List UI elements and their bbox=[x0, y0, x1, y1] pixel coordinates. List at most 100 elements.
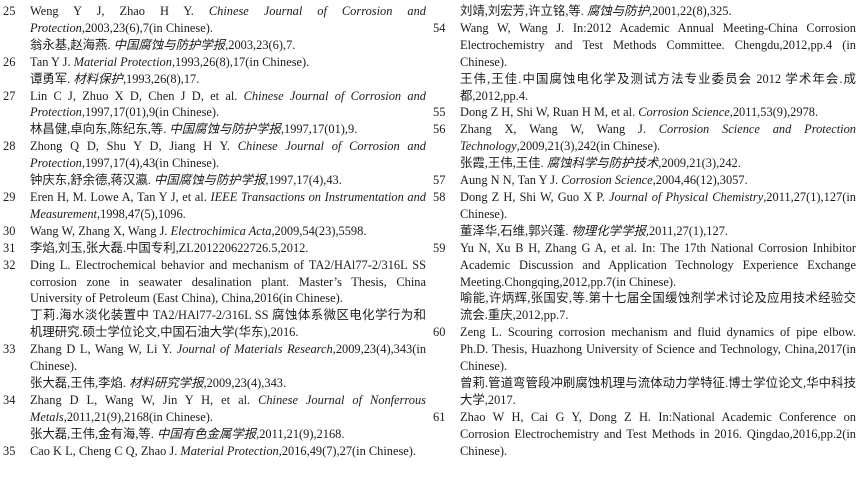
reference-text: 张大磊,王伟,金有海,等. bbox=[30, 426, 158, 441]
reference-body: Tan Y J. Material Protection,1993,26(8),… bbox=[30, 54, 426, 88]
reference-body: Zhang X, Wang W, Wang J. Corrosion Scien… bbox=[460, 121, 856, 172]
reference-number: 55 bbox=[433, 105, 446, 120]
reference-text: Tan Y J. bbox=[30, 54, 74, 69]
references-column-left: 25 Weng Y J, Zhao H Y. Chinese Journal of… bbox=[3, 3, 426, 479]
journal-name: IEEE Transactions on Instrumentation and… bbox=[30, 189, 426, 221]
reference-line: Wang W, Zhang X, Wang J. Electrochimica … bbox=[30, 223, 426, 240]
journal-name: Material Protection bbox=[180, 443, 279, 458]
reference-text: ,2003,23(6),7(in Chinese). bbox=[81, 20, 213, 35]
reference-entry: 61 Zhao W H, Cai G Y, Dong Z H. In:Nation… bbox=[433, 409, 856, 460]
reference-text: Zhang X, Wang W, Wang J. bbox=[460, 122, 659, 137]
reference-text: Zhao W H, Cai G Y, Dong Z H. In:National… bbox=[460, 409, 856, 458]
reference-text: 张霞,王伟,王佳. bbox=[460, 156, 547, 171]
reference-entry: 56 Zhang X, Wang W, Wang J. Corrosion Sci… bbox=[433, 121, 856, 172]
reference-body: Zhang D L, Wang W, Li Y. Journal of Mate… bbox=[30, 341, 426, 392]
reference-number: 27 bbox=[3, 88, 16, 103]
reference-entry: 28 Zhong Q D, Shu Y D, Jiang H Y. Chinese… bbox=[3, 138, 426, 189]
reference-text: Eren H, M. Lowe A, Tan Y J, et al. bbox=[30, 189, 211, 204]
reference-text: Dong Z H, Shi W, Ruan H M, et al. bbox=[460, 105, 639, 120]
journal-name: Corrosion Science bbox=[561, 173, 653, 188]
references-column-right: 刘靖,刘宏芳,许立铭,等. 腐蚀与防护,2001,22(8),325. 54 Wan… bbox=[433, 3, 856, 479]
reference-body: Wang W, Wang J. In:2012 Academic Annual … bbox=[460, 20, 856, 105]
reference-line: Zhang D L, Wang W, Li Y. Journal of Mate… bbox=[30, 341, 426, 375]
reference-text: Wang W, Wang J. In:2012 Academic Annual … bbox=[460, 20, 856, 69]
reference-text: Aung N N, Tan Y J. bbox=[460, 173, 562, 188]
reference-text: 谭勇军. bbox=[30, 71, 74, 86]
reference-line: Yu N, Xu B H, Zhang G A, et al. In: The … bbox=[460, 240, 856, 291]
journal-name: 中国腐蚀与防护学报 bbox=[113, 37, 226, 52]
reference-number: 56 bbox=[433, 122, 446, 137]
reference-entry: 31 李焰,刘玉,张大磊.中国专利,ZL201220622726.5,2012. bbox=[3, 240, 426, 257]
reference-line: Tan Y J. Material Protection,1993,26(8),… bbox=[30, 54, 426, 71]
reference-line: Weng Y J, Zhao H Y. Chinese Journal of C… bbox=[30, 3, 426, 37]
reference-line: Wang W, Wang J. In:2012 Academic Annual … bbox=[460, 20, 856, 71]
reference-entry: 27 Lin C J, Zhuo X D, Chen J D, et al. Ch… bbox=[3, 88, 426, 139]
reference-line: 张霞,王伟,王佳. 腐蚀科学与防护技术,2009,21(3),242. bbox=[460, 155, 856, 172]
reference-text: Zhong Q D, Shu Y D, Jiang H Y. bbox=[30, 139, 238, 154]
journal-name: 物理化学学报 bbox=[571, 223, 646, 238]
reference-text: ,2011,21(9),2168(in Chinese). bbox=[63, 409, 213, 424]
reference-line: 喻能,许炳辉,张国安,等.第十七届全国缓蚀剂学术讨论及应用技术经验交流会.重庆,… bbox=[460, 290, 856, 324]
reference-body: 李焰,刘玉,张大磊.中国专利,ZL201220622726.5,2012. bbox=[30, 240, 426, 257]
reference-number: 35 bbox=[3, 443, 16, 458]
reference-text: 王伟,王佳.中国腐蚀电化学及测试方法专业委员会 2012 学术年会.成都,201… bbox=[460, 71, 856, 103]
reference-body: Dong Z H, Shi W, Ruan H M, et al. Corros… bbox=[460, 104, 856, 121]
reference-text: ,2004,46(12),3057. bbox=[652, 173, 748, 188]
reference-text: Cao K L, Cheng C Q, Zhao J. bbox=[30, 443, 181, 458]
reference-body: Wang W, Zhang X, Wang J. Electrochimica … bbox=[30, 223, 426, 240]
journal-name: Corrosion Science and Protection Technol… bbox=[460, 122, 856, 154]
reference-text: ,1998,47(5),1096. bbox=[96, 206, 186, 221]
reference-number: 61 bbox=[433, 409, 446, 424]
reference-text: ,1993,26(8),17(in Chinese). bbox=[171, 54, 310, 69]
reference-text: ,2011,27(1),127(in Chinese). bbox=[460, 189, 857, 221]
reference-number: 26 bbox=[3, 54, 16, 69]
journal-name: Chinese Journal of Corrosion and Protect… bbox=[30, 88, 426, 120]
reference-entry: 26 Tan Y J. Material Protection,1993,26(8… bbox=[3, 54, 426, 88]
reference-number: 58 bbox=[433, 189, 446, 204]
journal-name: Journal of Physical Chemistry bbox=[609, 189, 764, 204]
reference-text: 李焰,刘玉,张大磊.中国专利,ZL201220622726.5,2012. bbox=[30, 240, 309, 255]
reference-line: 谭勇军. 材料保护,1993,26(8),17. bbox=[30, 71, 426, 88]
reference-text: ,2011,27(1),127. bbox=[645, 223, 728, 238]
reference-line: 张大磊,王伟,金有海,等. 中国有色金属学报,2011,21(9),2168. bbox=[30, 426, 426, 443]
reference-entry: 60 Zeng L. Scouring corrosion mechanism a… bbox=[433, 324, 856, 409]
reference-line: Dong Z H, Shi W, Guo X P. Journal of Phy… bbox=[460, 189, 856, 223]
journal-name: Journal of Materials Research bbox=[176, 342, 333, 357]
reference-body: Aung N N, Tan Y J. Corrosion Science,200… bbox=[460, 172, 856, 189]
journal-name: 腐蚀科学与防护技术 bbox=[546, 156, 659, 171]
reference-text: ,2011,21(9),2168. bbox=[256, 426, 345, 441]
reference-body: Ding L. Electrochemical behavior and mec… bbox=[30, 257, 426, 342]
reference-text: Zhang D L, Wang W, Jin Y H, et al. bbox=[30, 392, 259, 407]
reference-number: 25 bbox=[3, 4, 16, 18]
reference-entry: 59 Yu N, Xu B H, Zhang G A, et al. In: Th… bbox=[433, 240, 856, 325]
reference-text: ,2009,21(3),242(in Chinese). bbox=[516, 139, 661, 154]
reference-text: Yu N, Xu B H, Zhang G A, et al. In: The … bbox=[460, 240, 856, 289]
journal-name: 材料研究学报 bbox=[129, 375, 204, 390]
reference-text: 董泽华,石维,郭兴蓬. bbox=[460, 223, 572, 238]
reference-line: Ding L. Electrochemical behavior and mec… bbox=[30, 257, 426, 308]
reference-body: Yu N, Xu B H, Zhang G A, et al. In: The … bbox=[460, 240, 856, 325]
reference-text: Weng Y J, Zhao H Y. bbox=[30, 4, 209, 18]
reference-entry: 30 Wang W, Zhang X, Wang J. Electrochimic… bbox=[3, 223, 426, 240]
reference-entry: 58 Dong Z H, Shi W, Guo X P. Journal of P… bbox=[433, 189, 856, 240]
journal-name: 中国有色金属学报 bbox=[157, 426, 257, 441]
reference-text: Lin C J, Zhuo X D, Chen J D, et al. bbox=[30, 88, 244, 103]
journal-name: Chinese Journal of Corrosion and Protect… bbox=[30, 4, 426, 35]
reference-number: 57 bbox=[433, 173, 446, 188]
reference-body: Lin C J, Zhuo X D, Chen J D, et al. Chin… bbox=[30, 88, 426, 139]
reference-line: Aung N N, Tan Y J. Corrosion Science,200… bbox=[460, 172, 856, 189]
reference-entry: 32 Ding L. Electrochemical behavior and m… bbox=[3, 257, 426, 342]
reference-line: Zeng L. Scouring corrosion mechanism and… bbox=[460, 324, 856, 375]
reference-entry: 34 Zhang D L, Wang W, Jin Y H, et al. Chi… bbox=[3, 392, 426, 443]
reference-entry: 55 Dong Z H, Shi W, Ruan H M, et al. Corr… bbox=[433, 104, 856, 121]
journal-name: Chinese Journal of Nonferrous Metals bbox=[30, 392, 427, 424]
reference-line: Zhang D L, Wang W, Jin Y H, et al. Chine… bbox=[30, 392, 426, 426]
journal-name: 中国腐蚀与防护学报 bbox=[169, 122, 281, 137]
reference-line: 张大磊,王伟,李焰. 材料研究学报,2009,23(4),343. bbox=[30, 375, 426, 392]
reference-text: 曾莉.管道弯管段冲刷腐蚀机理与流体动力学特征.博士学位论文,华中科技大学,201… bbox=[460, 375, 856, 407]
reference-text: Ding L. Electrochemical behavior and mec… bbox=[30, 257, 426, 306]
reference-text: 林昌健,卓向东,陈纪东,等. bbox=[30, 122, 170, 137]
reference-entry: 57 Aung N N, Tan Y J. Corrosion Science,2… bbox=[433, 172, 856, 189]
reference-text: 翁永基,赵海燕. bbox=[30, 37, 114, 52]
journal-name: 材料保护 bbox=[73, 71, 123, 86]
